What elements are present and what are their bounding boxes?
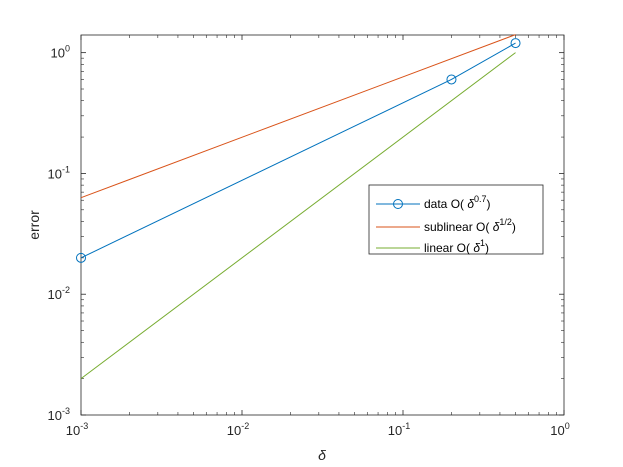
legend-label-0: data O( δ0.7): [424, 194, 491, 211]
y-axis-label: error: [26, 210, 42, 240]
x-tick-label: 10-2: [227, 421, 249, 438]
x-tick-label: 10-1: [388, 421, 410, 438]
tick-labels: 10-3 10-2 10-1 100 10-3 10-2 10-1 100: [48, 44, 570, 438]
data-point: [76, 252, 86, 263]
y-tick-label: 10-2: [48, 285, 70, 302]
data-point: [510, 38, 521, 49]
y-tick-label: 10-3: [48, 406, 70, 423]
series-line-0: [80, 42, 516, 259]
series-layer: [76, 34, 521, 380]
x-tick-label: 100: [550, 421, 569, 438]
legend-box: [368, 184, 544, 255]
x-axis-label: δ: [318, 447, 326, 463]
y-tick-label: 100: [51, 44, 70, 61]
legend: data O( δ0.7) sublinear O( δ1/2) linear O(…: [368, 184, 544, 255]
data-point: [446, 74, 457, 85]
y-tick-label: 10-1: [48, 164, 70, 181]
legend-label-2: linear O( δ1): [424, 238, 489, 255]
legend-label-1: sublinear O( δ1/2): [424, 217, 516, 234]
legend-marker: [393, 199, 403, 209]
series-line-2: [80, 52, 516, 380]
x-tick-label: 10-3: [66, 421, 88, 438]
series-line-1: [80, 34, 516, 199]
